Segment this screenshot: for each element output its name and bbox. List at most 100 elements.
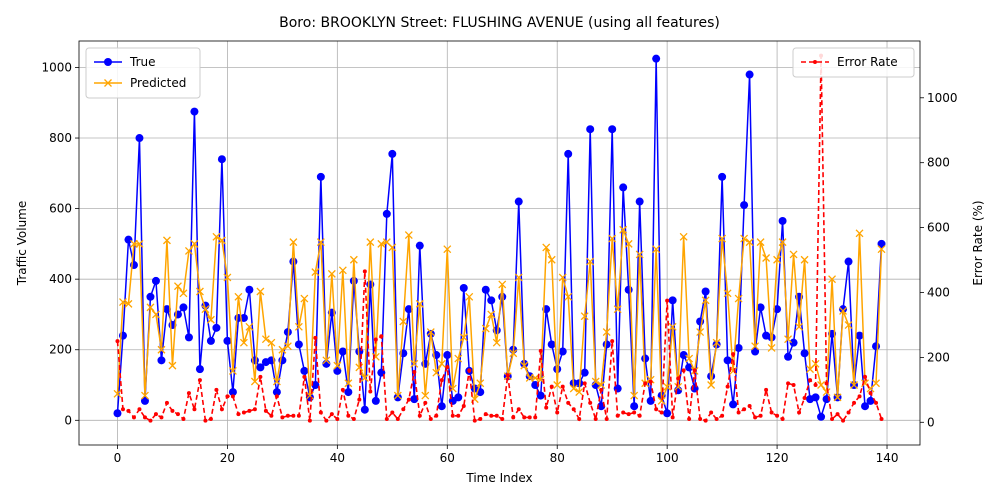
data-point — [162, 305, 171, 314]
data-point — [652, 54, 661, 63]
data-point — [758, 413, 763, 418]
data-point — [366, 238, 375, 247]
data-point — [219, 407, 224, 412]
data-point — [351, 417, 356, 422]
data-point — [714, 417, 719, 422]
data-point — [236, 412, 241, 417]
x-tick-label: 120 — [766, 451, 789, 465]
data-point — [723, 289, 732, 298]
series-predicted — [113, 225, 886, 405]
data-point — [624, 239, 633, 248]
data-point — [151, 276, 160, 285]
data-point — [234, 292, 243, 301]
data-point — [602, 340, 611, 349]
data-point — [586, 125, 595, 134]
data-point — [404, 231, 413, 240]
data-point — [384, 417, 389, 422]
data-point — [580, 312, 589, 321]
data-point — [459, 333, 468, 342]
data-point — [439, 378, 444, 383]
data-point — [283, 342, 292, 351]
data-point — [126, 408, 131, 413]
data-point — [630, 391, 639, 400]
data-point — [113, 409, 122, 418]
data-point — [267, 338, 276, 347]
data-point — [824, 381, 829, 386]
data-point — [797, 410, 802, 415]
data-point — [839, 306, 848, 315]
data-point — [751, 342, 760, 351]
data-point — [115, 339, 120, 344]
data-point — [250, 377, 259, 386]
data-point — [428, 417, 433, 422]
x-tick-label: 80 — [550, 451, 565, 465]
data-point — [564, 292, 573, 301]
data-point — [324, 418, 329, 423]
data-point — [465, 292, 474, 301]
data-point — [692, 368, 697, 373]
data-point — [294, 340, 303, 349]
x-axis-label: Time Index — [465, 471, 532, 485]
data-point — [764, 387, 769, 392]
data-point — [736, 410, 741, 415]
y2-tick-label: 400 — [927, 285, 950, 299]
data-point — [868, 391, 873, 396]
data-point — [712, 338, 721, 347]
data-point — [668, 322, 677, 331]
data-point — [536, 391, 545, 400]
data-point — [316, 172, 325, 181]
data-point — [285, 413, 290, 418]
data-point — [773, 305, 782, 314]
legend-right: Error Rate — [792, 47, 915, 78]
data-point — [533, 415, 538, 420]
data-point — [190, 107, 199, 116]
grid — [79, 41, 920, 445]
data-point — [811, 359, 820, 368]
data-point — [344, 379, 353, 388]
data-point — [753, 415, 758, 420]
data-point — [223, 273, 232, 282]
data-point — [432, 368, 441, 377]
data-point — [456, 413, 461, 418]
data-point — [577, 417, 582, 422]
data-point — [538, 348, 543, 353]
data-point — [307, 418, 312, 423]
data-point — [203, 418, 208, 423]
data-point — [553, 381, 562, 389]
data-point — [184, 246, 193, 255]
data-point — [349, 276, 358, 285]
data-point — [335, 417, 340, 422]
data-point — [322, 356, 331, 365]
data-point — [318, 410, 323, 415]
data-point — [142, 415, 147, 420]
data-point — [373, 337, 378, 342]
data-point — [338, 266, 347, 275]
series-line — [116, 229, 883, 402]
data-point — [789, 338, 798, 347]
data-point — [718, 172, 727, 181]
data-point — [349, 255, 358, 264]
data-point — [377, 239, 386, 248]
data-point — [170, 408, 175, 413]
data-point — [421, 391, 430, 400]
data-point — [610, 339, 615, 344]
data-point — [228, 388, 237, 397]
data-point — [450, 413, 455, 418]
data-point — [674, 382, 683, 391]
data-point — [241, 410, 246, 415]
data-point — [300, 366, 309, 375]
chart-title: Boro: BROOKLYN Street: FLUSHING AVENUE (… — [279, 15, 720, 31]
data-point — [195, 365, 204, 374]
data-point — [830, 417, 835, 422]
data-point — [120, 407, 125, 412]
data-point — [769, 410, 774, 415]
data-point — [626, 412, 631, 417]
data-point — [850, 381, 858, 389]
data-point — [247, 408, 252, 413]
data-point — [201, 305, 210, 314]
plot-frame — [78, 40, 921, 446]
data-point — [505, 373, 510, 378]
data-point — [454, 393, 463, 402]
data-point — [404, 305, 413, 314]
legend-marker — [813, 60, 817, 64]
